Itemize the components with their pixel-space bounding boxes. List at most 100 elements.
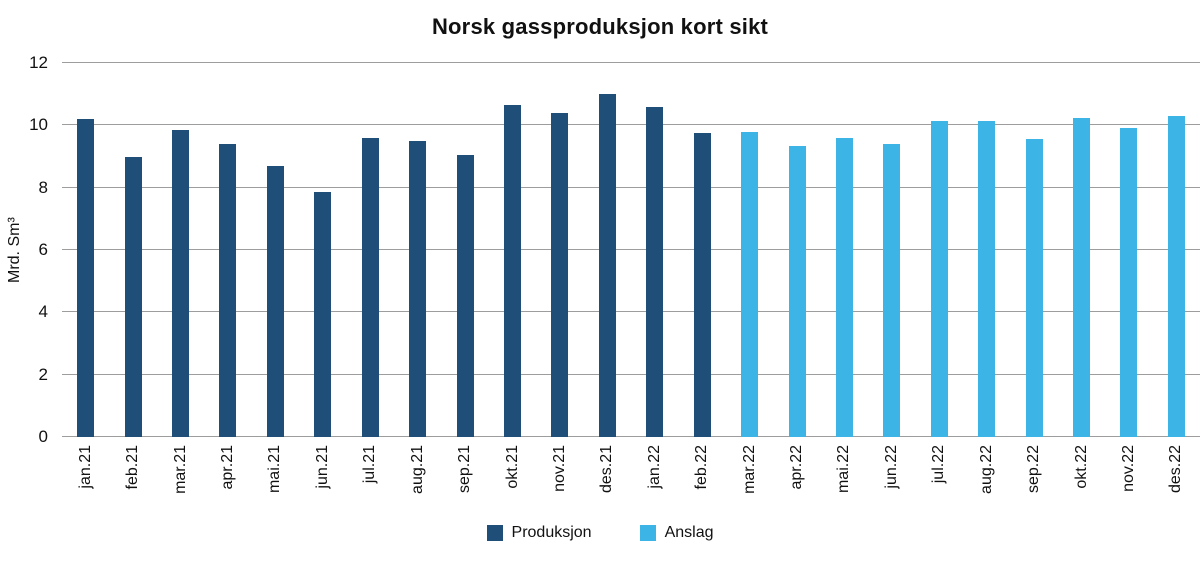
bar-anslag-jul.22 <box>930 120 948 437</box>
bar-anslag-nov.22 <box>1120 128 1138 437</box>
bar-slot <box>299 63 346 437</box>
x-tick-slot: okt.22 <box>1058 445 1105 521</box>
bar-produksjon-des.21 <box>598 94 616 437</box>
bar-slot <box>62 63 109 437</box>
bar-produksjon-mar.21 <box>172 130 190 437</box>
x-tick-slot: des.21 <box>584 445 631 521</box>
bar-anslag-aug.22 <box>978 120 996 437</box>
x-tick-label: jul.21 <box>361 445 379 484</box>
bar-slot <box>726 63 773 437</box>
x-tick-slot: feb.21 <box>109 445 156 521</box>
bar-slot <box>109 63 156 437</box>
x-tick-slot: jun.21 <box>299 445 346 521</box>
legend: Produksjon Anslag <box>0 524 1200 542</box>
gridline <box>62 249 1200 250</box>
y-tick-label: 0 <box>38 427 48 446</box>
x-tick-slot: aug.21 <box>394 445 441 521</box>
x-tick-slot: sep.21 <box>441 445 488 521</box>
x-tick-label: sep.22 <box>1025 445 1043 494</box>
gridline <box>62 311 1200 313</box>
x-tick-label: aug.21 <box>408 445 426 494</box>
x-tick-slot: jan.22 <box>631 445 678 521</box>
gridline <box>62 62 1200 63</box>
bar-produksjon-feb.21 <box>124 156 142 437</box>
x-tick-slot: nov.22 <box>1105 445 1152 521</box>
gridline <box>62 186 1200 188</box>
bar-anslag-sep.22 <box>1025 139 1043 437</box>
bar-slot <box>678 63 725 437</box>
x-tick-label: mai.21 <box>266 445 284 494</box>
legend-item-produksjon: Produksjon <box>486 524 592 542</box>
bar-produksjon-feb.22 <box>693 133 711 437</box>
gridline <box>62 436 1200 437</box>
bar-produksjon-jun.21 <box>314 192 332 437</box>
x-tick-slot: sep.22 <box>1010 445 1057 521</box>
x-tick-slot: apr.22 <box>773 445 820 521</box>
y-axis-label: Mrd. Sm³ <box>6 217 23 283</box>
gridline <box>62 373 1200 375</box>
x-tick-label: des.22 <box>1167 445 1185 494</box>
x-tick-label: aug.22 <box>977 445 995 494</box>
legend-swatch-anslag <box>639 525 656 541</box>
bar-anslag-mar.22 <box>741 131 759 437</box>
chart-title: Norsk gassproduksjon kort sikt <box>431 14 769 39</box>
x-tick-label: mar.22 <box>740 445 758 494</box>
bar-slot <box>536 63 583 437</box>
bar-produksjon-jan.21 <box>77 119 95 437</box>
bar-slot <box>963 63 1010 437</box>
legend-item-anslag: Anslag <box>639 524 713 542</box>
bar-slot <box>1153 63 1200 437</box>
bar-slot <box>773 63 820 437</box>
x-tick-slot: aug.22 <box>963 445 1010 521</box>
bar-produksjon-sep.21 <box>456 154 474 437</box>
bar-slot <box>252 63 299 437</box>
y-tick-label: 6 <box>38 240 48 259</box>
bar-slot <box>1105 63 1152 437</box>
bar-slot <box>821 63 868 437</box>
bar-slot <box>631 63 678 437</box>
x-tick-slot: jul.22 <box>916 445 963 521</box>
x-tick-slot: feb.22 <box>678 445 725 521</box>
x-tick-label: jan.22 <box>645 445 663 489</box>
x-tick-label: feb.22 <box>693 445 711 490</box>
x-tick-slot: mai.21 <box>252 445 299 521</box>
bar-anslag-mai.22 <box>835 137 853 437</box>
bar-slot <box>916 63 963 437</box>
x-tick-slot: jan.21 <box>62 445 109 521</box>
legend-swatch-produksjon <box>486 525 503 541</box>
y-tick-label: 10 <box>29 115 48 135</box>
x-tick-label: jun.22 <box>882 445 900 489</box>
x-tick-slot: apr.21 <box>204 445 251 521</box>
x-tick-label: des.21 <box>598 445 616 494</box>
gridline <box>62 124 1200 126</box>
bar-slot <box>441 63 488 437</box>
x-tick-slot: des.22 <box>1153 445 1200 521</box>
bar-slot <box>157 63 204 437</box>
x-tick-label: okt.21 <box>503 445 521 489</box>
x-tick-label: jun.21 <box>313 445 331 489</box>
bar-produksjon-mai.21 <box>266 165 284 437</box>
bar-produksjon-apr.21 <box>219 144 237 437</box>
bar-anslag-jun.22 <box>883 144 901 437</box>
x-tick-label: okt.22 <box>1072 445 1090 489</box>
x-tick-slot: jul.21 <box>347 445 394 521</box>
bar-produksjon-jan.22 <box>646 106 664 437</box>
bar-anslag-des.22 <box>1167 115 1185 437</box>
bar-slot <box>868 63 915 437</box>
bars-row <box>62 63 1200 437</box>
bar-slot <box>584 63 631 437</box>
x-tick-label: mar.21 <box>171 445 189 494</box>
x-tick-slot: okt.21 <box>489 445 536 521</box>
gridlines <box>62 62 1200 437</box>
bar-slot <box>394 63 441 437</box>
x-tick-label: jul.22 <box>930 445 948 484</box>
y-tick-label: 8 <box>38 177 48 197</box>
bar-produksjon-nov.21 <box>551 112 569 437</box>
bar-slot <box>1058 63 1105 437</box>
y-tick-label: 12 <box>29 53 48 72</box>
plot-area: 0 2 4 6 8 10 12 <box>29 53 1200 446</box>
x-tick-label: mai.22 <box>835 445 853 494</box>
x-axis-labels: jan.21 feb.21 mar.21 apr.21 mai.21 jun.21 jul.… <box>62 445 1200 521</box>
bar-produksjon-aug.21 <box>409 140 427 437</box>
